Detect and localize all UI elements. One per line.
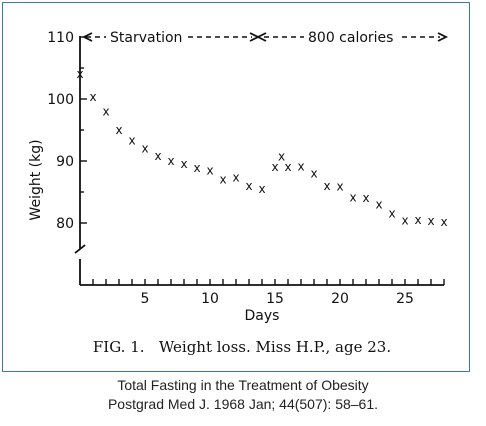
starvation-left-arrowhead: [81, 32, 93, 42]
data-point-13: x: [245, 179, 252, 193]
y-tick-label-100: 100: [47, 92, 74, 108]
data-point-8: x: [180, 157, 187, 171]
weight-loss-chart: 5 10 15 20 25 80 90 100 110 Starvation 800 calori…: [28, 30, 449, 356]
data-point-19: x: [310, 166, 317, 180]
data-point-14: x: [258, 182, 265, 196]
data-point-5: x: [141, 142, 148, 156]
data-point-11: x: [219, 173, 226, 187]
data-point-2: x: [102, 104, 109, 118]
x-tick-label-25: 25: [396, 291, 414, 307]
x-axis-label: Days: [245, 308, 280, 324]
tick-marks: [80, 36, 445, 285]
x-tick-label-20: 20: [331, 291, 349, 307]
data-point-28: x: [427, 214, 434, 228]
data-point-4: x: [128, 134, 135, 148]
data-point-24: x: [375, 197, 382, 211]
data-point-20: x: [323, 179, 330, 193]
data-point-23: x: [362, 191, 369, 205]
x-tick-label-10: 10: [201, 291, 219, 307]
caption-title: Total Fasting in the Treatment of Obesit…: [117, 377, 369, 393]
y-tick-label-90: 90: [56, 154, 74, 170]
x-tick-label-15: 15: [266, 291, 284, 307]
data-point-10: x: [206, 163, 213, 177]
x-tick-label-5: 5: [141, 291, 150, 307]
data-point-26: x: [401, 214, 408, 228]
data-point-3: x: [115, 123, 122, 137]
calories-label: 800 calories: [308, 30, 393, 46]
axes: [74, 36, 444, 286]
data-point-16: x: [278, 150, 285, 164]
data-point-18: x: [297, 160, 304, 174]
calories-right-arrowhead: [437, 32, 449, 42]
data-point-15: x: [271, 160, 278, 174]
data-point-17: x: [284, 160, 291, 174]
data-point-22: x: [349, 191, 356, 205]
figure-caption: FIG. 1. Weight loss. Miss H.P., age 23.: [93, 338, 391, 356]
data-point-29: x: [440, 215, 447, 229]
tick-labels: 5 10 15 20 25 80 90 100 110: [47, 30, 414, 307]
starvation-label: Starvation: [110, 30, 182, 46]
y-tick-label-110: 110: [47, 30, 74, 46]
calories-left-arrowhead: [255, 32, 267, 42]
data-point-6: x: [154, 149, 161, 163]
data-point-1: x: [89, 90, 96, 104]
data-point-7: x: [167, 154, 174, 168]
y-axis-break-mark: [74, 244, 86, 254]
data-point-27: x: [414, 213, 421, 227]
y-axis-label: Weight (kg): [28, 139, 44, 220]
caption-citation: Postgrad Med J. 1968 Jan; 44(507): 58–61…: [107, 396, 379, 412]
data-point-21: x: [336, 179, 343, 193]
y-tick-label-80: 80: [56, 216, 74, 232]
data-point-12: x: [232, 171, 239, 185]
data-point-25: x: [388, 207, 395, 221]
data-point-9: x: [193, 161, 200, 175]
data-point-0: x: [76, 67, 83, 81]
phase-annotations: Starvation 800 calories: [81, 30, 449, 46]
